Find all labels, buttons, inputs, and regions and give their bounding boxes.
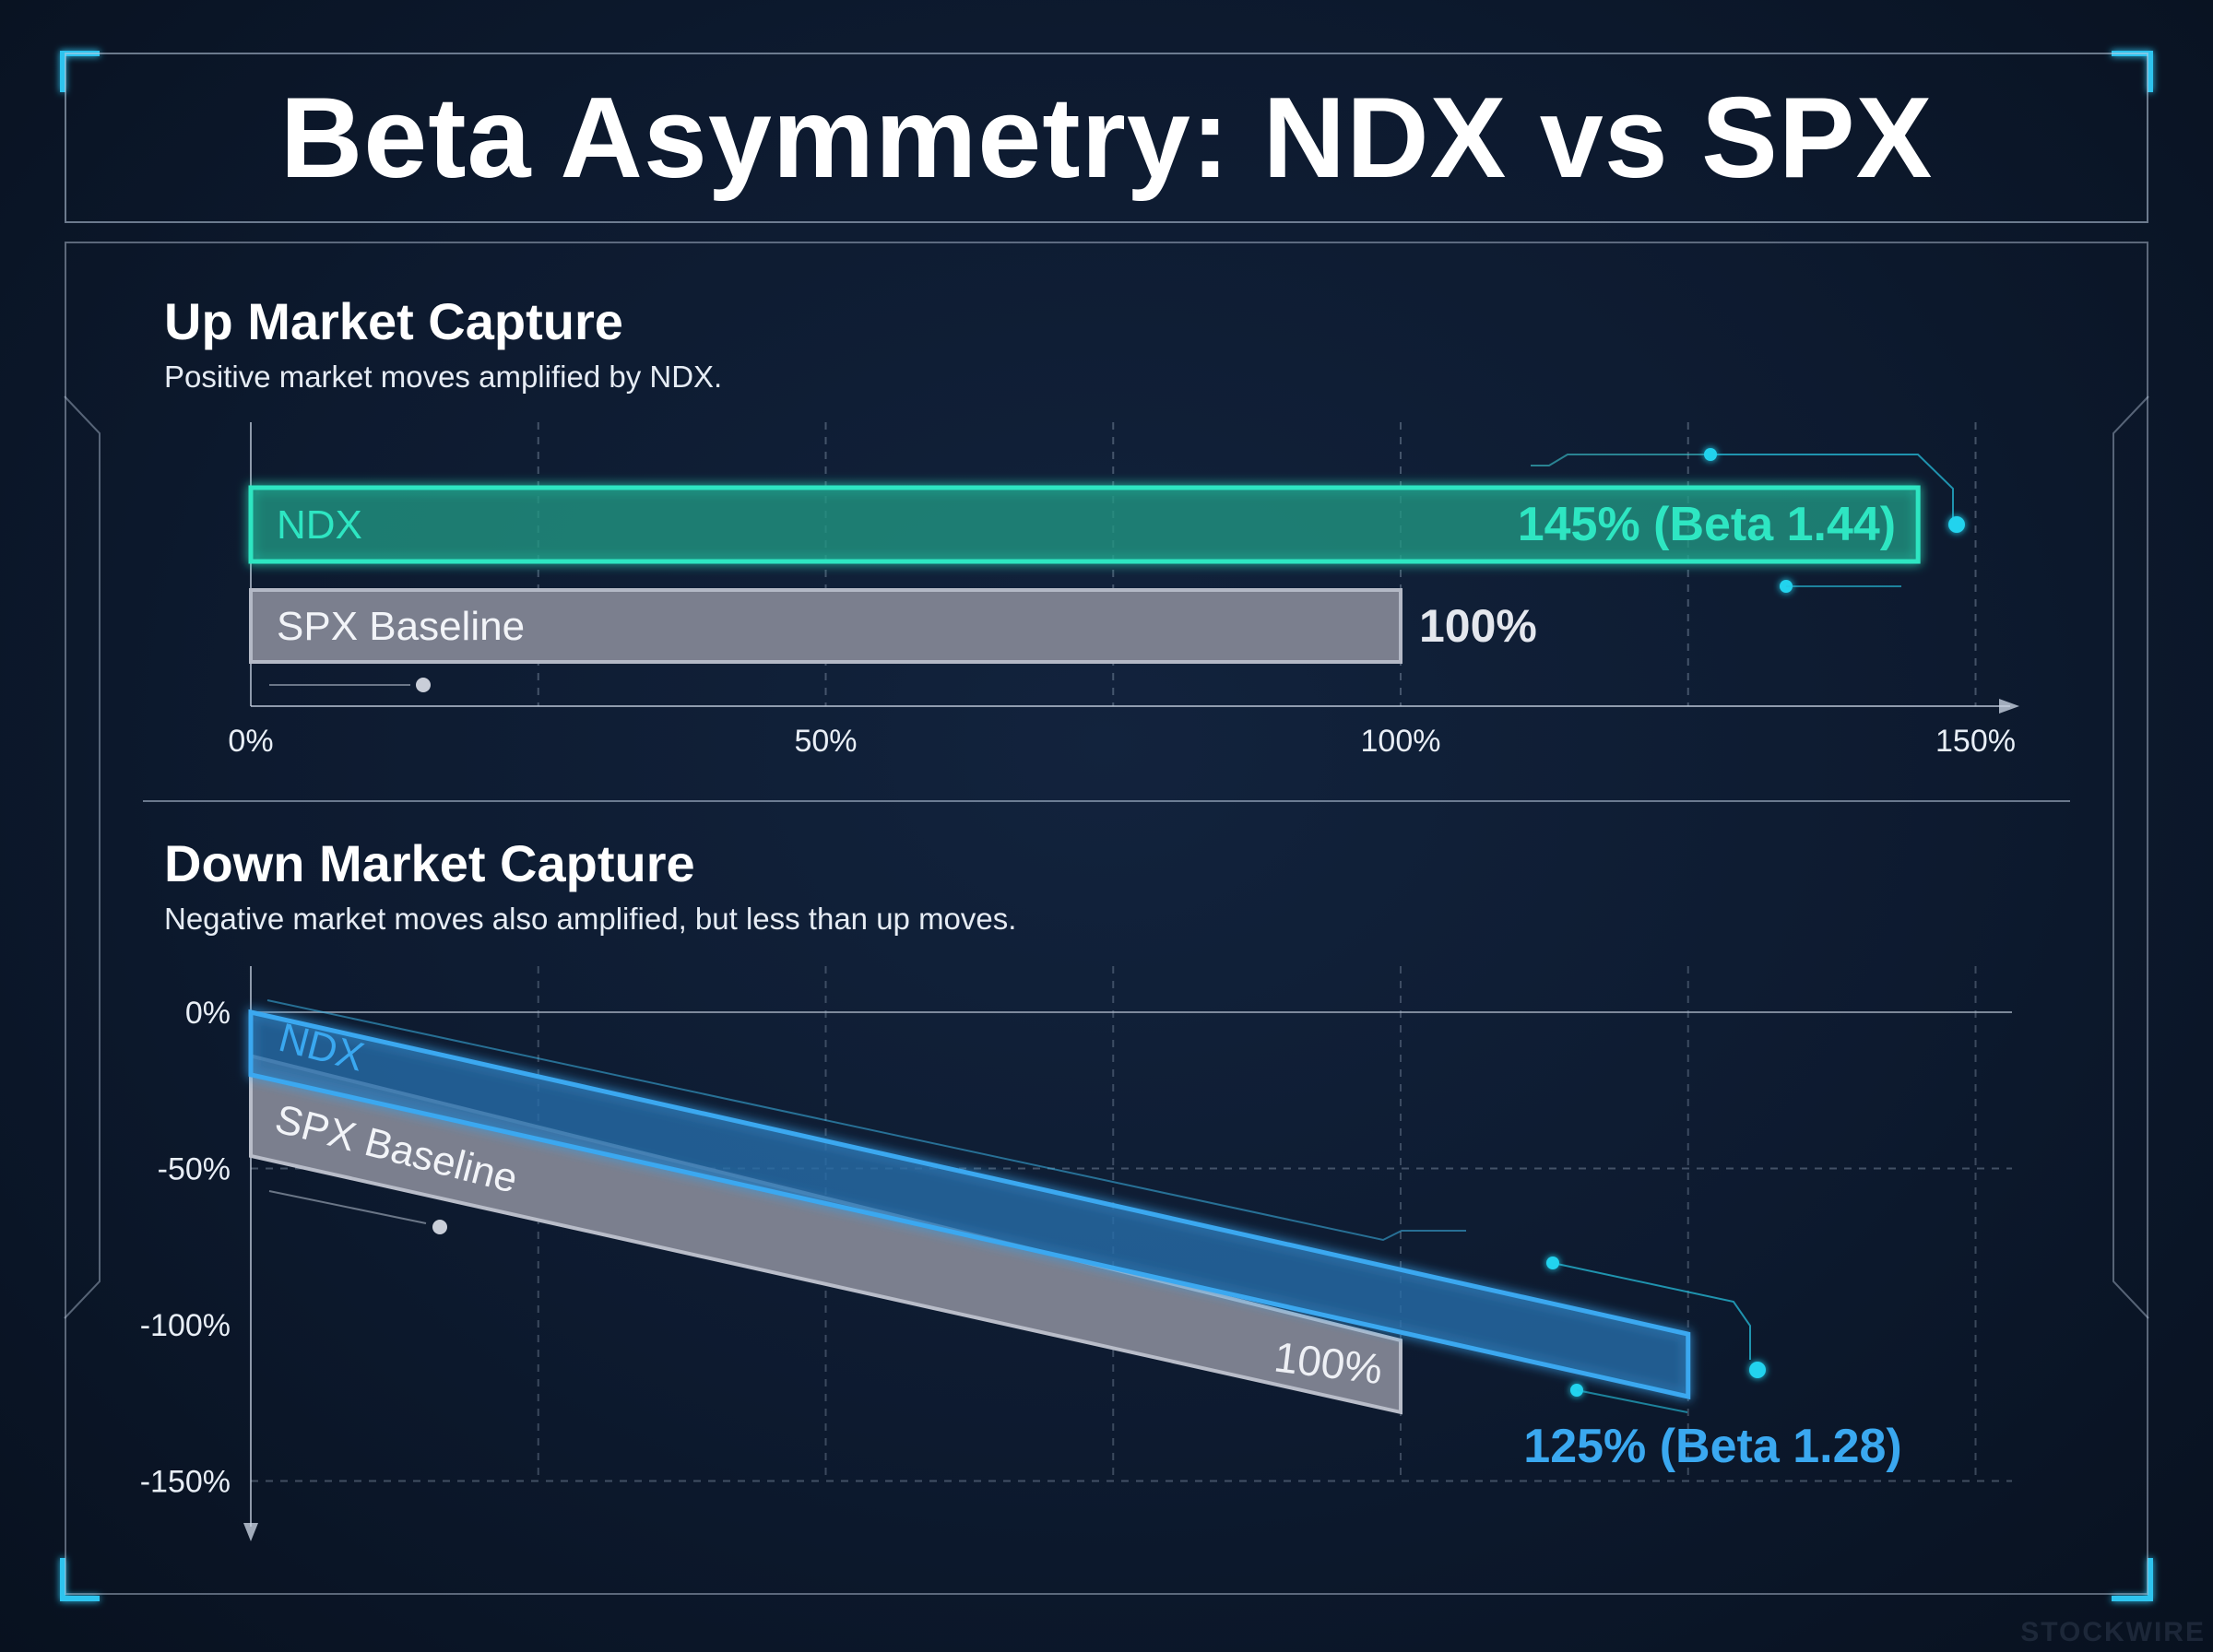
down-y-tick-label: -100% xyxy=(140,1308,231,1343)
down-y-tick-label: 0% xyxy=(185,996,231,1031)
down-deco-dot xyxy=(1546,1257,1559,1269)
down-deco-dot xyxy=(1749,1362,1766,1378)
up-section-subtitle: Positive market moves amplified by NDX. xyxy=(164,360,723,394)
title-frame: Beta Asymmetry: NDX vs SPX xyxy=(65,53,2148,223)
up-x-tick-label: 0% xyxy=(228,724,273,759)
down-deco-line xyxy=(1576,1389,1688,1413)
down-deco-connector xyxy=(266,999,1466,1242)
up-deco-connector xyxy=(1531,454,1710,466)
down-y-axis-arrow xyxy=(243,1523,258,1541)
side-rails xyxy=(64,395,2149,1319)
section-divider xyxy=(143,800,2070,802)
down-deco-line xyxy=(268,1190,427,1224)
up-bar-spx-category: SPX Baseline xyxy=(277,604,525,649)
up-capture-chart: 0% 50% 100% 150% NDX 145% (Beta 1.44) SPX Base… xyxy=(228,419,2019,759)
up-deco-connector xyxy=(1710,454,1954,525)
up-deco-dot xyxy=(1704,448,1717,461)
up-bar-ndx-label: 145% (Beta 1.44) xyxy=(1518,498,1896,551)
down-section-subtitle: Negative market moves also amplified, bu… xyxy=(164,902,1017,936)
down-bar-ndx xyxy=(248,1009,1691,1400)
corner-bottom-left xyxy=(60,1558,100,1601)
up-section-title: Up Market Capture xyxy=(164,292,623,350)
down-capture-chart: 0%-50%-100%-150%SPX Baseline100%NDX125% … xyxy=(140,966,2012,1541)
up-x-tick-label: 100% xyxy=(1361,724,1441,759)
up-deco-dot xyxy=(1948,516,1965,533)
up-deco-dot xyxy=(416,678,431,692)
panel-frame xyxy=(65,242,2148,1595)
watermark: STOCKWIRE xyxy=(2020,1617,2206,1647)
down-y-tick-label: -150% xyxy=(140,1465,231,1500)
down-deco-connector xyxy=(1552,1262,1751,1360)
up-bar-ndx-category: NDX xyxy=(277,502,362,548)
down-bar-ndx-label: 125% (Beta 1.28) xyxy=(1523,1420,1901,1473)
down-section-title: Down Market Capture xyxy=(164,834,695,892)
up-bar-spx-label: 100% xyxy=(1419,600,1537,652)
down-deco-dot xyxy=(432,1220,447,1234)
corner-bottom-right xyxy=(2112,1558,2153,1601)
up-x-tick-label: 50% xyxy=(794,724,857,759)
page-title: Beta Asymmetry: NDX vs SPX xyxy=(279,74,1934,202)
up-x-axis-arrow xyxy=(1999,699,2019,714)
down-y-tick-label: -50% xyxy=(158,1152,231,1187)
up-x-tick-label: 150% xyxy=(1935,724,2016,759)
up-bar-ndx xyxy=(248,485,1921,564)
